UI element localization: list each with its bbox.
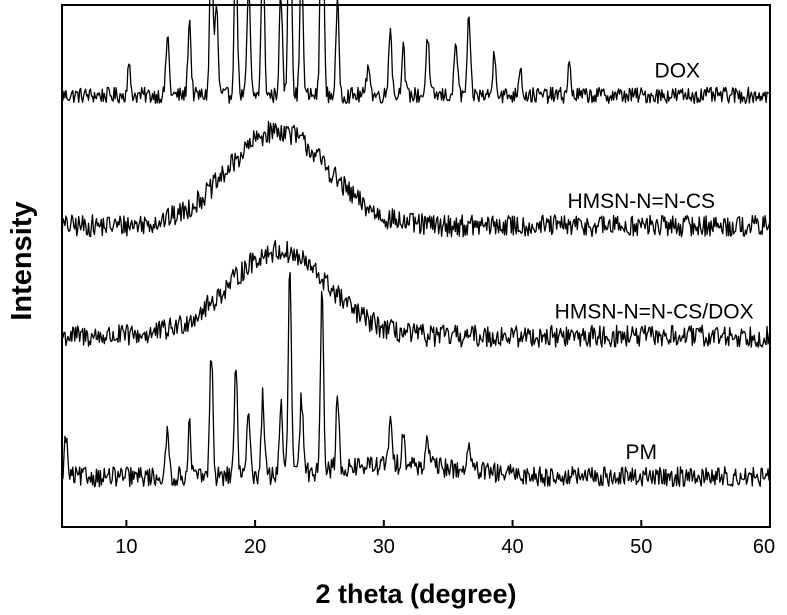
x-axis-ticks: 10 20 30 40 50 60 — [115, 520, 775, 558]
x-tick-label: 60 — [753, 536, 775, 558]
y-axis-title: Intensity — [6, 201, 38, 320]
series-labels: DOX HMSN-N=N-CS HMSN-N=N-CS/DOX PM — [555, 59, 754, 463]
series-line-4 — [61, 271, 771, 488]
series-label: HMSN-N=N-CS — [567, 190, 715, 213]
x-tick-label: 30 — [373, 536, 395, 558]
series-traces — [61, 0, 771, 488]
series-label: PM — [626, 441, 658, 464]
x-tick-label: 50 — [630, 536, 652, 558]
series-line-3 — [61, 239, 771, 348]
x-tick-label: 40 — [501, 536, 523, 558]
series-label: HMSN-N=N-CS/DOX — [555, 300, 754, 323]
x-tick-label: 20 — [244, 536, 266, 558]
series-line-1 — [61, 0, 771, 105]
series-label: DOX — [655, 59, 701, 82]
plot-frame — [61, 4, 771, 528]
x-axis-title: 2 theta (degree) — [315, 579, 516, 609]
x-tick-label: 10 — [115, 536, 137, 558]
series-line-2 — [61, 121, 771, 238]
